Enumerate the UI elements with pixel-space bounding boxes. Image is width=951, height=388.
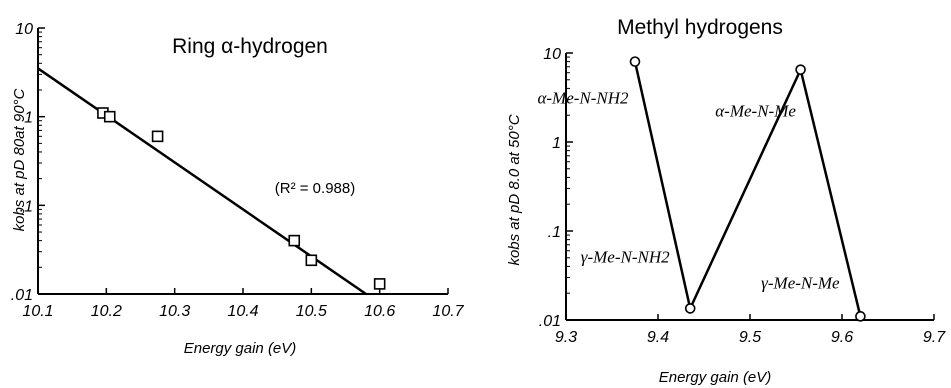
right-point-label: γ-Me-N-NH2: [581, 247, 670, 266]
right-series-line: [633, 61, 862, 317]
left-y-tick-label: 10: [15, 21, 33, 38]
right-data-point: [684, 303, 696, 314]
right-y-tick-label: .01: [539, 313, 561, 330]
left-y-tick-label: .01: [11, 287, 33, 304]
right-point-label: α-Me-N-Me: [715, 102, 796, 121]
right-data-point: [855, 311, 866, 322]
left-x-tick-label: 10.5: [296, 303, 327, 320]
right-x-tick-label: 9.5: [739, 329, 761, 346]
ring-alpha-hydrogen-chart: 10.1 10.2 10.3 10.4 10.5 10.6 10.7 10 1 .1 .01 Rin…: [11, 21, 465, 357]
right-x-tick-label: 9.4: [647, 329, 669, 346]
left-x-tick-label: 10.7: [432, 303, 464, 320]
left-y-axis-label: kobs at pD 80at 90°C: [11, 88, 28, 231]
left-y-tick-label: .1: [20, 198, 33, 215]
left-y-tick-label: 1: [24, 110, 33, 127]
right-y-axis-label: kobs at pD 8.0 at 50°C: [506, 114, 523, 265]
right-ticks: 9.3 9.4 9.5 9.6 9.7 10 1 .1 .01: [539, 46, 946, 346]
left-data-point: [373, 278, 386, 290]
left-x-tick-label: 10.6: [364, 303, 395, 320]
right-point-label: γ-Me-N-Me: [761, 273, 840, 292]
right-x-axis-label: Energy gain (eV): [659, 369, 772, 386]
left-data-point: [103, 110, 116, 123]
left-ticks: 10.1 10.2 10.3 10.4 10.5 10.6 10.7 10 1 .1 .01: [11, 21, 465, 320]
left-marks: [37, 67, 386, 296]
left-x-axis-label: Energy gain (eV): [184, 340, 297, 357]
right-y-tick-label: .1: [548, 224, 561, 241]
right-point-label: α-Me-N-NH2: [537, 89, 629, 108]
left-chart-title: Ring α-hydrogen: [172, 35, 328, 58]
left-data-point: [151, 130, 164, 143]
left-x-tick-label: 10.4: [227, 303, 258, 320]
left-r-squared-annotation: (R² = 0.988): [275, 180, 355, 197]
right-y-tick-label: 1: [552, 135, 561, 152]
right-marks: α-Me-N-NH2 γ-Me-N-NH2 α-Me-N-Me γ-Me-N-Me: [537, 56, 866, 322]
right-x-tick-label: 9.7: [923, 329, 946, 346]
right-data-point: [795, 64, 806, 75]
right-chart-title: Methyl hydrogens: [617, 16, 783, 39]
left-x-tick-label: 10.2: [91, 303, 122, 320]
left-axes: [37, 28, 448, 295]
right-x-tick-label: 9.3: [555, 329, 577, 346]
left-data-point: [288, 234, 301, 247]
right-x-tick-label: 9.6: [831, 329, 853, 346]
methyl-hydrogens-chart: 9.3 9.4 9.5 9.6 9.7 10 1 .1 .01 α-Me-N-NH2 γ-Me-N…: [506, 16, 946, 386]
left-data-point: [305, 254, 318, 267]
right-data-point: [629, 56, 641, 67]
left-x-tick-label: 10.1: [22, 303, 53, 320]
left-x-tick-label: 10.3: [159, 303, 190, 320]
right-y-tick-label: 10: [543, 46, 561, 63]
